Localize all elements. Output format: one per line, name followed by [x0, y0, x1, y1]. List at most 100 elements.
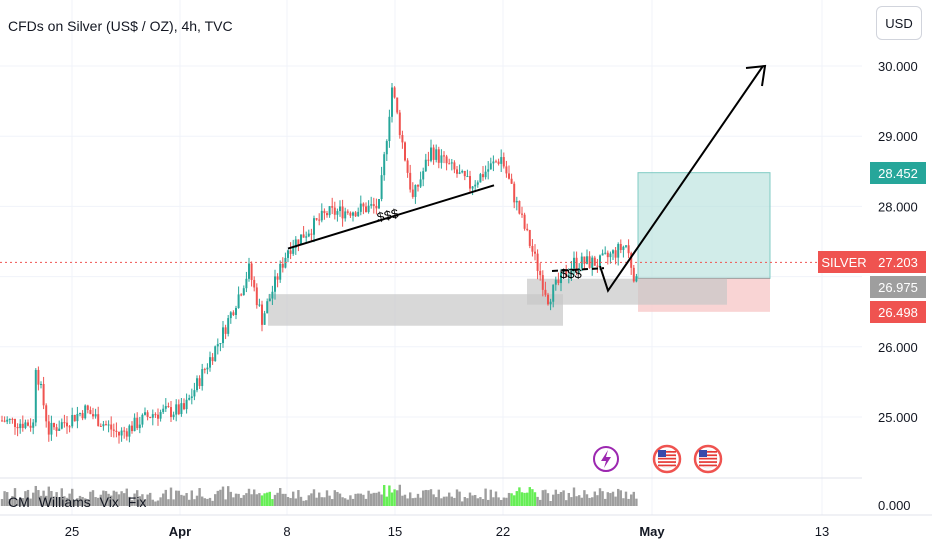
candle: [396, 97, 399, 113]
candle: [81, 413, 84, 419]
vix-bar: [414, 497, 417, 506]
vix-bar: [0, 499, 4, 506]
candle: [27, 422, 29, 426]
vix-bar: [123, 493, 126, 506]
vix-bar: [247, 488, 251, 506]
candle: [242, 288, 245, 295]
candle: [534, 251, 536, 254]
icon-canton: [699, 450, 707, 457]
candle: [112, 429, 115, 431]
candle: [362, 203, 365, 207]
vix-bar: [377, 491, 381, 506]
candle: [53, 422, 55, 428]
candle: [318, 219, 321, 221]
vix-bar: [333, 490, 336, 506]
candle: [146, 412, 149, 417]
vix-bar: [442, 496, 446, 506]
candle: [401, 135, 404, 143]
vix-bar: [245, 493, 248, 506]
candle: [474, 184, 477, 187]
candle: [297, 239, 300, 245]
candle: [24, 422, 27, 428]
candle: [502, 157, 505, 167]
candle: [219, 343, 222, 345]
vix-bar: [487, 499, 490, 506]
vix-bar: [42, 490, 45, 506]
vix-bar: [375, 492, 378, 506]
vix-bar: [240, 497, 243, 506]
icon-bolt: [601, 450, 611, 468]
vix-bar: [481, 499, 485, 506]
currency-button[interactable]: USD: [876, 6, 922, 40]
vix-bar: [479, 497, 482, 506]
us-flag-icon[interactable]: [693, 444, 723, 474]
vix-bar: [351, 498, 355, 506]
x-tick-label: Apr: [169, 524, 191, 539]
vix-bar: [533, 492, 537, 506]
vix-bar: [549, 501, 552, 506]
candle: [614, 250, 617, 258]
candle: [404, 142, 406, 161]
vix-bar: [219, 489, 222, 506]
vix-bar: [565, 500, 568, 506]
candle: [378, 199, 380, 209]
vix-bar: [575, 496, 578, 506]
vix-bar: [468, 492, 472, 506]
candle: [606, 252, 609, 258]
candle: [177, 404, 180, 415]
candle: [323, 210, 326, 214]
vix-bar: [458, 491, 461, 506]
candle: [21, 423, 24, 428]
candle: [453, 162, 456, 170]
vix-bar: [494, 491, 498, 506]
vix-bar: [149, 492, 152, 506]
vix-bar: [193, 499, 196, 506]
candle: [84, 405, 87, 419]
vix-bar: [466, 498, 469, 506]
vix-bar: [383, 485, 386, 506]
candle: [6, 419, 9, 422]
candle: [560, 272, 562, 284]
vix-bar: [476, 498, 479, 506]
us-flag-icon[interactable]: [652, 444, 682, 474]
candle: [552, 284, 555, 302]
vix-bar: [89, 491, 92, 506]
candle: [432, 147, 435, 160]
candle: [419, 179, 422, 187]
icon-stripe: [658, 454, 676, 457]
candle: [294, 239, 297, 248]
candle: [627, 245, 630, 254]
vix-bar: [229, 491, 232, 506]
candle: [354, 212, 357, 217]
y-tick-label: 29.000: [878, 129, 918, 144]
vix-bar: [190, 490, 193, 506]
candle: [250, 263, 253, 280]
vix-bar: [585, 494, 589, 506]
vix-bar: [416, 493, 420, 506]
candle: [508, 173, 510, 179]
vix-bar: [250, 494, 253, 506]
candle: [341, 206, 344, 219]
vix-bar: [292, 491, 295, 506]
candle: [375, 205, 378, 209]
candle: [370, 204, 373, 206]
candle: [287, 250, 289, 258]
vix-bar: [175, 490, 178, 506]
vix-bar: [338, 493, 342, 506]
candle: [562, 271, 565, 273]
vix-bar: [627, 498, 630, 506]
vix-bar: [177, 490, 180, 506]
vix-bar: [611, 491, 615, 506]
candle: [328, 206, 331, 216]
vix-bar: [552, 494, 555, 506]
entry-zone: [527, 278, 727, 305]
vix-bar: [489, 489, 492, 506]
vix-bar: [437, 489, 440, 506]
lightning-icon[interactable]: [593, 446, 619, 472]
indicator-label[interactable]: CM Williams Vix Fix: [8, 494, 151, 510]
vix-bar: [97, 497, 100, 506]
vix-bar: [11, 496, 14, 506]
candle: [232, 312, 235, 316]
